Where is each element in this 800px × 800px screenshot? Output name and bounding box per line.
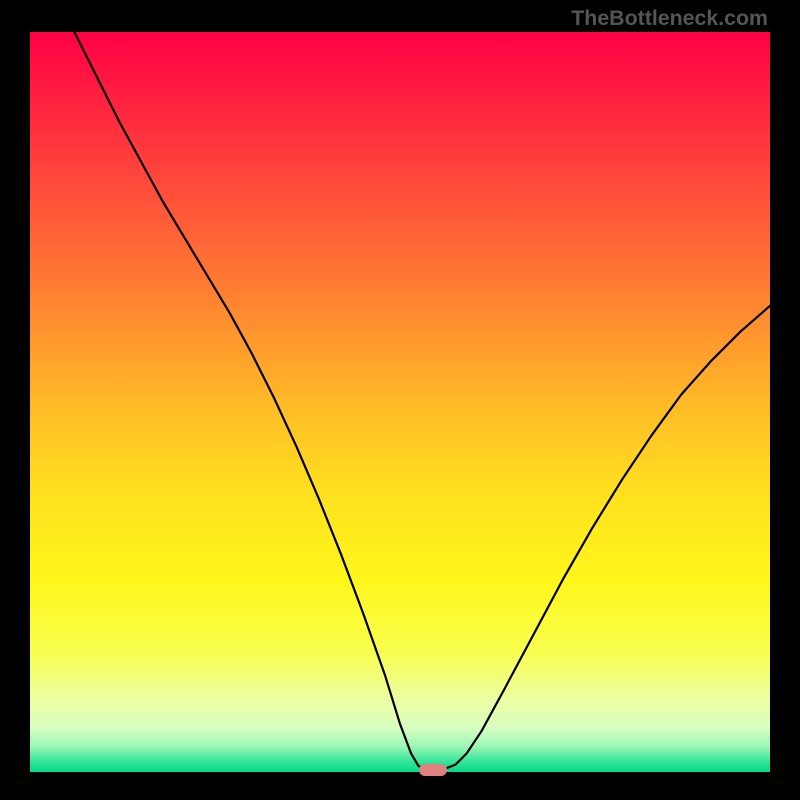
optimal-marker xyxy=(419,764,447,776)
bottleneck-curve xyxy=(74,32,770,770)
curve-svg xyxy=(30,32,770,772)
plot-area xyxy=(30,32,770,772)
bottleneck-chart: TheBottleneck.com xyxy=(0,0,800,800)
watermark-text: TheBottleneck.com xyxy=(571,6,768,31)
